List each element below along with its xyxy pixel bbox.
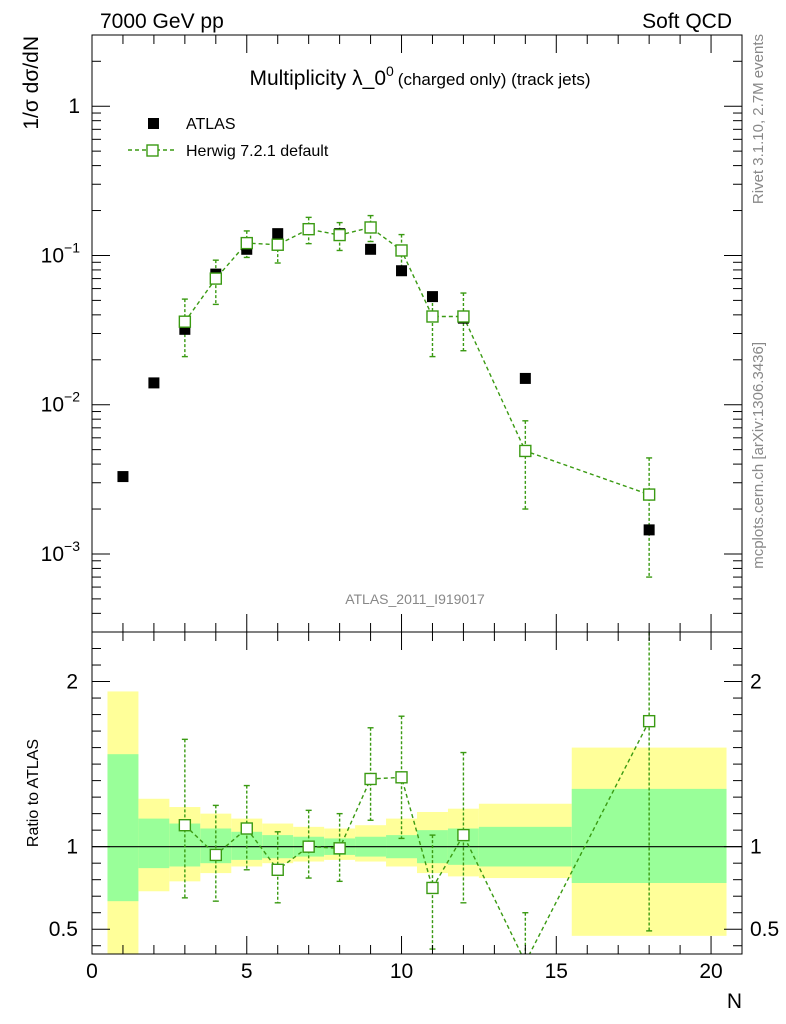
ratio-y-tick-label-right: 0.5 (750, 918, 779, 941)
legend-atlas-label: ATLAS (186, 116, 236, 133)
x-tick-label: 15 (545, 960, 568, 983)
ratio-data-point (395, 771, 408, 784)
ratio-data-point (209, 848, 223, 862)
legend: ATLAS Herwig 7.2.1 default (128, 116, 329, 160)
atlas-data-point (519, 372, 531, 384)
herwig-data-point (178, 315, 192, 328)
main-axis-ticks: 110−110−210−3 (41, 34, 743, 633)
ratio-data-point (642, 714, 656, 728)
ratio-panel: 0.5 0.51 12 20 5 10 15 20 Ratio to ATLAS N (25, 631, 779, 1013)
atlas-data-point (272, 228, 284, 240)
ratio-data-point (364, 772, 377, 786)
atlas-data-point (148, 377, 160, 389)
mcplots-label: mcplots.cern.ch [arXiv:1306.3436] (750, 342, 767, 569)
ratio-data-point (178, 819, 192, 832)
main-y-tick-label: 10−1 (41, 239, 81, 267)
herwig-data-point (209, 272, 223, 285)
ratio-inner-band (107, 754, 139, 902)
atlas-data-point (426, 291, 438, 303)
ratio-data-point (426, 881, 439, 895)
energy-label: 7000 GeV pp (100, 10, 224, 33)
ratio-uncertainty-bands (107, 691, 727, 954)
x-tick-label: 10 (390, 960, 413, 983)
ratio-data-point (333, 842, 346, 855)
main-y-tick-label-exponent: −2 (64, 389, 80, 405)
herwig-data-point (457, 310, 470, 323)
atlas-data-point (396, 265, 408, 277)
x-axis-label: N (727, 990, 742, 1013)
atlas-data-point (117, 471, 129, 483)
ratio-y-tick-label-left: 1 (66, 836, 78, 859)
legend-herwig-label: Herwig 7.2.1 default (186, 143, 329, 160)
ratio-axis-ticks: 0.5 0.51 12 20 5 10 15 20 (49, 632, 779, 983)
chart-title: Multiplicity λ_00 (charged only) (track j… (249, 63, 590, 90)
atlas-data-point (179, 323, 191, 335)
ratio-y-axis-label: Ratio to ATLAS (25, 739, 42, 847)
atlas-data-point (365, 243, 377, 255)
main-y-tick-label-base: 1 (68, 95, 80, 118)
main-y-axis-label: 1/σ dσ/dN (20, 36, 43, 130)
main-panel: 110−110−210−3 1/σ dσ/dN Multiplicity λ_0… (20, 34, 743, 633)
herwig-data-point (271, 238, 284, 251)
herwig-data-point (426, 310, 439, 323)
herwig-series-line (184, 226, 650, 496)
main-series-layer (117, 214, 656, 578)
rivet-label: Rivet 3.1.10, 2.7M events (750, 34, 767, 204)
ratio-y-tick-label-right: 2 (750, 671, 762, 694)
main-y-tick-label-base: 10 (41, 543, 64, 566)
atlas-data-point (643, 524, 655, 536)
x-tick-label: 5 (241, 960, 253, 983)
category-label: Soft QCD (642, 10, 732, 33)
herwig-data-point (240, 236, 253, 250)
herwig-data-point (395, 244, 408, 257)
chart-title-main: Multiplicity λ_0 (249, 67, 386, 90)
analysis-label: ATLAS_2011_I919017 (345, 591, 485, 607)
main-y-tick-label: 1 (68, 95, 80, 118)
ratio-data-point (271, 863, 284, 876)
herwig-data-point (519, 444, 532, 458)
ratio-series-layer (178, 632, 656, 968)
ratio-y-tick-label-left: 0.5 (49, 918, 78, 941)
chart-title-superscript: 0 (386, 63, 394, 79)
main-y-tick-label-exponent: −1 (64, 239, 80, 255)
herwig-data-point (642, 488, 656, 501)
main-y-tick-label-base: 10 (41, 244, 64, 267)
ratio-y-tick-label-right: 1 (750, 836, 762, 859)
herwig-data-point (364, 221, 377, 234)
herwig-data-point (333, 228, 346, 242)
legend-herwig-marker (146, 144, 159, 157)
ratio-series-line (184, 720, 650, 954)
main-y-tick-label: 10−2 (41, 389, 81, 417)
main-y-tick-label: 10−3 (41, 538, 81, 566)
ratio-data-point (302, 840, 315, 853)
ratio-data-point (240, 822, 253, 835)
ratio-frame (91, 631, 743, 955)
ratio-inner-band (138, 818, 170, 869)
ratio-data-point (457, 828, 470, 842)
chart-title-suffix: (charged only) (track jets) (398, 70, 591, 89)
main-y-tick-label-exponent: −3 (64, 538, 80, 554)
ratio-data-point (520, 957, 531, 968)
ratio-y-tick-label-left: 2 (66, 671, 78, 694)
ratio-series-group (178, 632, 656, 968)
main-y-tick-label-base: 10 (41, 394, 64, 417)
x-tick-label: 20 (699, 960, 722, 983)
legend-atlas-marker (148, 118, 159, 129)
herwig-data-point (302, 222, 315, 236)
x-tick-label: 0 (86, 960, 98, 983)
